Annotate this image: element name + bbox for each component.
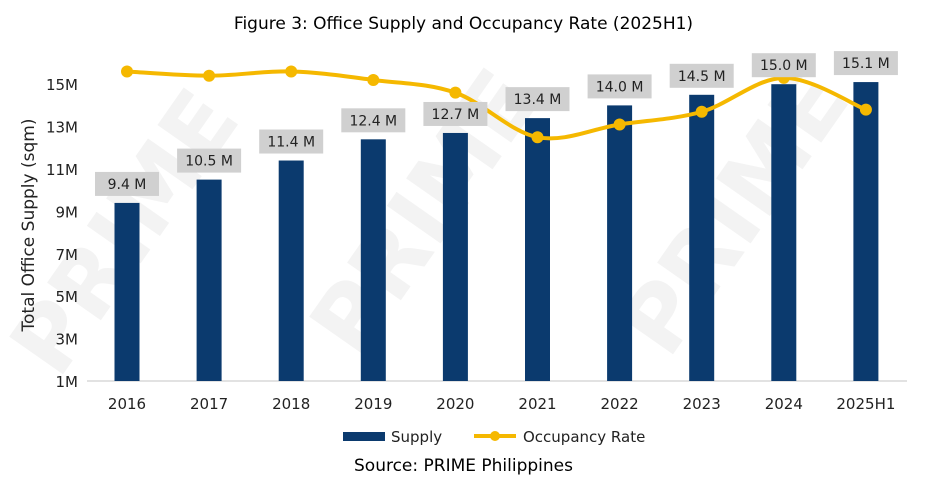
y-tick-label: 9M xyxy=(56,203,79,221)
x-tick-label: 2018 xyxy=(272,395,310,413)
y-tick-label: 13M xyxy=(46,119,78,137)
x-tick-label: 2023 xyxy=(683,395,721,413)
occupancy-rate-point xyxy=(613,118,626,131)
y-tick-label: 1M xyxy=(56,373,79,391)
bar-supply xyxy=(771,84,797,381)
bar-supply xyxy=(689,94,715,382)
bar-supply xyxy=(607,105,633,382)
occupancy-rate-point xyxy=(859,103,872,116)
occupancy-rate-line xyxy=(126,69,867,141)
data-label: 13.4 M xyxy=(514,92,562,108)
legend-occupancy-label: Occupancy Rate xyxy=(523,428,645,446)
data-label: 9.4 M xyxy=(108,177,147,193)
occupancy-rate-point xyxy=(695,105,708,118)
bar-supply xyxy=(360,139,386,381)
bar-supply xyxy=(196,179,222,381)
data-label: 12.4 M xyxy=(349,113,397,129)
data-label-box xyxy=(95,171,159,196)
x-tick-label: 2020 xyxy=(436,395,474,413)
legend-occupancy-marker xyxy=(490,431,500,441)
x-tick-label: 2022 xyxy=(601,395,639,413)
occupancy-rate-point xyxy=(285,65,298,78)
data-label: 10.5 M xyxy=(185,154,233,170)
x-tick-label: 2017 xyxy=(190,395,228,413)
data-label: 15.1 M xyxy=(842,56,890,72)
occupancy-rate-point xyxy=(449,86,462,99)
data-label-box xyxy=(833,51,898,76)
legend-supply-swatch xyxy=(343,432,385,441)
y-axis-label: Total Office Supply (sqm) xyxy=(19,119,39,333)
bar-supply xyxy=(525,118,550,382)
occupancy-rate-point xyxy=(367,73,380,86)
data-label-box xyxy=(177,148,242,173)
data-label: 15.0 M xyxy=(760,58,808,74)
data-label-box xyxy=(587,74,652,99)
occupancy-rate-point xyxy=(531,131,544,144)
x-tick-label: 2019 xyxy=(354,395,392,413)
y-tick-label: 7M xyxy=(56,246,79,264)
source-note: Source: PRIME Philippines xyxy=(354,456,573,476)
x-tick-label: 2016 xyxy=(108,395,146,413)
bar-supply xyxy=(442,132,468,381)
data-label: 12.7 M xyxy=(432,107,480,123)
data-label: 14.5 M xyxy=(678,69,726,85)
y-tick-label: 3M xyxy=(56,331,79,349)
data-label-box xyxy=(423,101,488,126)
x-tick-label: 2025H1 xyxy=(836,395,895,413)
data-label-box xyxy=(505,87,570,112)
data-label-box xyxy=(751,53,816,78)
data-label: 11.4 M xyxy=(267,135,315,151)
y-tick-label: 15M xyxy=(46,76,78,94)
data-label: 14.0 M xyxy=(596,79,644,95)
data-label-box xyxy=(259,129,324,154)
watermark-text: PRIME xyxy=(600,51,869,373)
x-tick-label: 2024 xyxy=(765,395,803,413)
legend-supply-label: Supply xyxy=(391,428,442,446)
bar-supply xyxy=(853,82,879,381)
legend: Supply Occupancy Rate xyxy=(343,428,645,446)
data-label-box xyxy=(669,63,734,88)
bar-supply xyxy=(114,202,140,381)
x-tick-label: 2021 xyxy=(518,395,556,413)
y-tick-label: 5M xyxy=(56,288,79,306)
bar-supply xyxy=(278,160,304,381)
occupancy-rate-point xyxy=(121,65,133,78)
chart-title: Figure 3: Office Supply and Occupancy Ra… xyxy=(233,14,694,34)
data-label-box xyxy=(341,108,406,133)
y-tick-label: 11M xyxy=(46,161,78,179)
occupancy-rate-point xyxy=(203,69,216,82)
